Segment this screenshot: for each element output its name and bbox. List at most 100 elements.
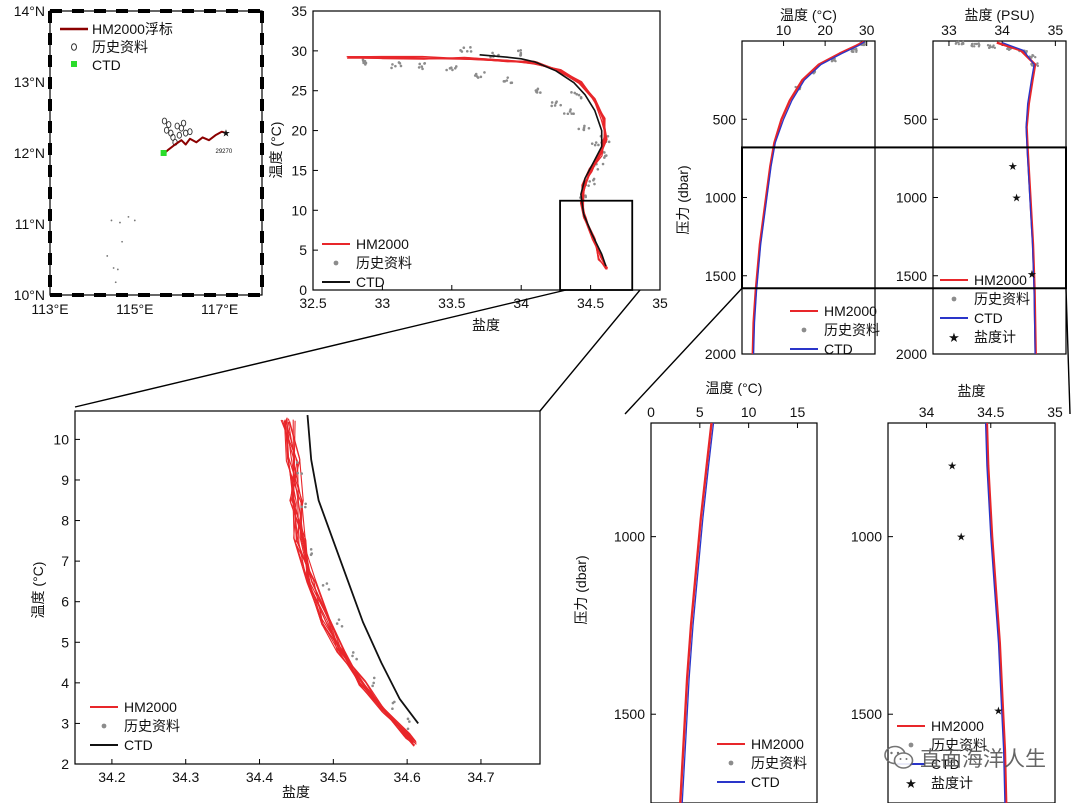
map-x-tick-label: 115°E — [116, 301, 153, 317]
x-tick-label: 34.7 — [467, 769, 494, 785]
y-tick-label: 1000 — [705, 190, 736, 206]
profile-connector-left — [624, 287, 743, 415]
legend-label: 盐度计 — [974, 329, 1016, 345]
history-point — [570, 112, 573, 115]
y-tick-label: 10 — [53, 431, 69, 447]
axis-title: 盐度 — [958, 383, 986, 399]
history-point — [851, 50, 854, 53]
map-history-dot — [119, 221, 121, 224]
y-axis-label: 温度 (°C) — [30, 562, 46, 619]
history-point — [855, 49, 858, 52]
history-point — [351, 654, 354, 658]
map-history-dot — [112, 267, 115, 269]
history-point — [988, 46, 991, 49]
map-history-circle — [166, 121, 172, 129]
history-point — [794, 85, 797, 89]
history-point — [421, 67, 424, 71]
axis-title: 盐度 (PSU) — [965, 7, 1035, 23]
wechat-icon — [884, 745, 914, 769]
y-tick-label: 2000 — [705, 346, 736, 362]
map-y-tick-label: 12°N — [14, 145, 45, 161]
axes-ts-full: 32.5 33 33.5 34 34.5 35 0 5 10 15 20 25 30 35 盐度 温度 (°C… — [268, 3, 668, 333]
history-point — [577, 93, 581, 97]
legend-label: CTD — [751, 774, 780, 790]
legend-label: HM2000 — [824, 303, 877, 319]
history-point — [340, 624, 344, 628]
y-tick-label: 3 — [61, 715, 69, 731]
history-point — [862, 43, 866, 47]
salinometer-marker: ★ — [1008, 161, 1018, 173]
history-point — [971, 45, 974, 48]
history-point — [423, 62, 426, 65]
x-tick-label: 34.6 — [394, 769, 421, 785]
y-tick-label: 5 — [61, 634, 69, 650]
map-history-circle — [176, 131, 182, 139]
map-y-tick-label: 13°N — [14, 74, 45, 90]
legend-label: HM2000 — [751, 736, 804, 752]
legend-item: HM2000 — [90, 699, 177, 715]
legend-label: HM2000 — [974, 272, 1027, 288]
legend-item: ★ 盐度计 — [948, 329, 1016, 345]
legend-swatch-history — [333, 260, 339, 266]
map-y-tick-label: 14°N — [14, 3, 45, 19]
zoom-connector-left — [74, 289, 567, 408]
history-point — [570, 91, 573, 94]
y-axis-label: 压力 (dbar) — [675, 165, 691, 234]
legend-swatch-history — [951, 296, 957, 302]
history-point — [391, 63, 394, 66]
map-history-dot — [127, 216, 130, 218]
history-point — [364, 63, 367, 66]
history-point — [991, 45, 995, 49]
history-point — [587, 184, 590, 187]
history-point — [406, 717, 410, 721]
history-point — [973, 45, 976, 48]
history-point — [553, 104, 557, 107]
x-tick-label: 34.2 — [98, 769, 125, 785]
history-point — [296, 471, 299, 475]
legend-swatch-history — [908, 742, 914, 748]
ctd-line — [306, 415, 419, 724]
history-point — [361, 59, 365, 63]
legend-item: HM2000 — [940, 272, 1027, 288]
x-tick-label: 10 — [776, 22, 792, 38]
zoom-connector-right — [539, 289, 641, 412]
y-tick-label: 20 — [291, 123, 307, 139]
axis-title: 温度 (°C) — [780, 7, 837, 23]
axes-frame — [312, 10, 661, 291]
map-x-tick-label: 117°E — [201, 301, 238, 317]
history-point — [398, 61, 402, 65]
map-history-circle — [187, 128, 193, 136]
legend-swatch-history — [728, 760, 734, 766]
x-tick-label: 34 — [994, 22, 1010, 38]
history-point — [978, 43, 981, 47]
history-point — [830, 59, 834, 63]
legend-swatch-salinometer: ★ — [948, 330, 960, 345]
history-point — [491, 51, 494, 55]
legend-label: 历史资料 — [824, 322, 880, 338]
profile-zoom-box — [741, 146, 1067, 290]
history-point — [584, 195, 588, 199]
history-point — [535, 88, 539, 92]
y-tick-label: 15 — [291, 162, 307, 178]
history-point — [371, 684, 374, 688]
x-tick-label: 20 — [817, 22, 833, 38]
legend-item: HM2000 — [717, 736, 804, 752]
history-point — [453, 66, 457, 70]
history-point — [973, 42, 977, 46]
x-tick-label: 35 — [652, 295, 668, 311]
history-point — [1006, 47, 1009, 51]
map-frame — [49, 10, 263, 296]
legend-label: 历史资料 — [751, 755, 807, 771]
x-tick-label: 34.5 — [977, 404, 1004, 420]
legend-item: HM2000 — [897, 718, 984, 734]
profile-connector-right — [1065, 288, 1071, 415]
hm2000-profile-line — [284, 419, 416, 746]
legend-label: CTD — [124, 737, 153, 753]
map-history-circle — [163, 126, 170, 134]
map-annotation: 29270 — [215, 149, 232, 155]
zoom-box — [559, 199, 634, 291]
map-float-track — [163, 130, 227, 154]
map-history-dot — [133, 219, 136, 222]
x-tick-label: 33 — [941, 22, 957, 38]
history-point — [971, 42, 974, 46]
